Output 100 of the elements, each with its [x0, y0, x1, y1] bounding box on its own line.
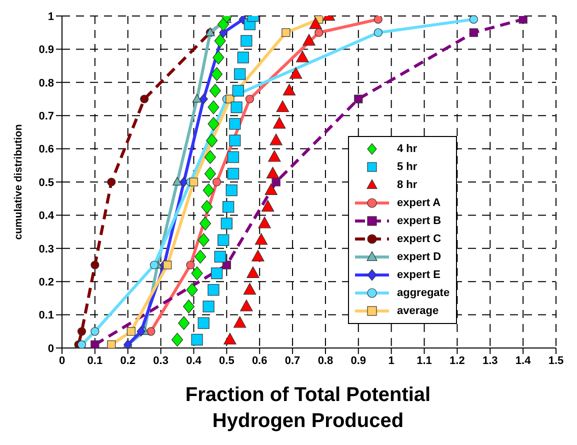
point [136, 326, 146, 336]
point [289, 67, 302, 79]
point [204, 150, 216, 164]
x-tick-label: 1.1 [416, 354, 432, 367]
y-tick-label: 0.1 [38, 310, 54, 322]
point [107, 340, 116, 348]
y-tick-label: 1 [48, 10, 54, 23]
y-axis-title: cumulative distribution [12, 124, 25, 240]
point [199, 94, 208, 104]
point [191, 334, 203, 346]
legend-label: 5 hr [397, 161, 418, 173]
legend-label: expert D [397, 251, 442, 263]
point [218, 17, 230, 32]
y-tick-label: 0.3 [38, 243, 54, 256]
point [90, 340, 100, 348]
point [354, 94, 363, 104]
point [276, 100, 290, 112]
point [258, 216, 271, 228]
point [469, 28, 478, 37]
point [214, 250, 226, 262]
y-tick-label: 0.7 [38, 110, 54, 123]
x-tick-label: 0.5 [219, 354, 234, 367]
point [202, 183, 214, 198]
point [208, 117, 220, 131]
point [252, 250, 264, 262]
x-tick-label: 1.4 [515, 354, 532, 367]
point [210, 67, 223, 81]
y-tick-label: 0.4 [38, 210, 55, 222]
point [222, 201, 234, 213]
point [212, 50, 224, 64]
x-tick-label: 0.8 [318, 354, 334, 367]
legend-label: 4 hr [397, 143, 418, 155]
point [186, 283, 198, 297]
point [226, 184, 238, 196]
point [282, 84, 296, 96]
point [237, 52, 249, 64]
point [246, 266, 260, 278]
point [227, 151, 240, 163]
point [163, 260, 172, 270]
point [273, 117, 286, 129]
point [194, 250, 206, 264]
point [90, 260, 100, 270]
point [240, 35, 252, 47]
point [186, 260, 195, 270]
point [140, 94, 149, 104]
point [180, 176, 188, 188]
point [192, 94, 202, 102]
y-tick-label: 0.9 [38, 44, 54, 56]
point [178, 316, 190, 330]
point [272, 178, 280, 186]
point [314, 28, 324, 37]
point [224, 332, 236, 344]
legend-label: aggregate [397, 287, 450, 299]
y-tick-label: 0.2 [38, 276, 54, 289]
point [77, 327, 86, 336]
point [208, 100, 220, 114]
x-axis-title: Fraction of Total Potential Hydrogen Produced [184, 383, 432, 434]
x-tick-label: 0.6 [252, 354, 268, 367]
y-tick-label: 0.6 [38, 144, 54, 156]
point [229, 118, 241, 130]
x-tick-label: 1.2 [450, 354, 465, 367]
point [261, 200, 274, 212]
point [172, 176, 182, 186]
legend-label: expert E [397, 269, 440, 281]
point [243, 283, 256, 295]
y-tick-label: 0 [48, 342, 54, 355]
point [374, 16, 382, 24]
point [214, 34, 226, 48]
x-tick-label: 0.7 [284, 354, 300, 367]
point [240, 300, 253, 312]
point [270, 134, 282, 146]
point [77, 340, 86, 348]
point [469, 16, 478, 24]
x-tick-label: 0.9 [350, 354, 366, 367]
point [230, 102, 242, 114]
point [282, 28, 290, 37]
x-tick-label: 1.5 [548, 354, 564, 367]
point [220, 218, 232, 230]
point [198, 233, 210, 247]
y-tick-label: 0.5 [38, 176, 54, 189]
x-tick-label: 0 [58, 354, 66, 367]
point [234, 68, 246, 80]
point [227, 168, 240, 180]
point [296, 50, 309, 62]
x-tick-label: 0.4 [186, 354, 202, 367]
point [191, 266, 203, 280]
point [210, 268, 223, 280]
point [233, 316, 246, 328]
point [208, 284, 220, 296]
point [182, 300, 195, 314]
point [254, 233, 268, 245]
point [374, 28, 382, 37]
point [212, 178, 222, 186]
point [206, 134, 218, 148]
x-tick-label: 0.3 [153, 354, 168, 367]
legend-label: average [397, 305, 439, 317]
point [90, 327, 100, 336]
point [264, 183, 278, 195]
x-tick-label: 0.2 [120, 354, 136, 367]
point [107, 178, 116, 186]
